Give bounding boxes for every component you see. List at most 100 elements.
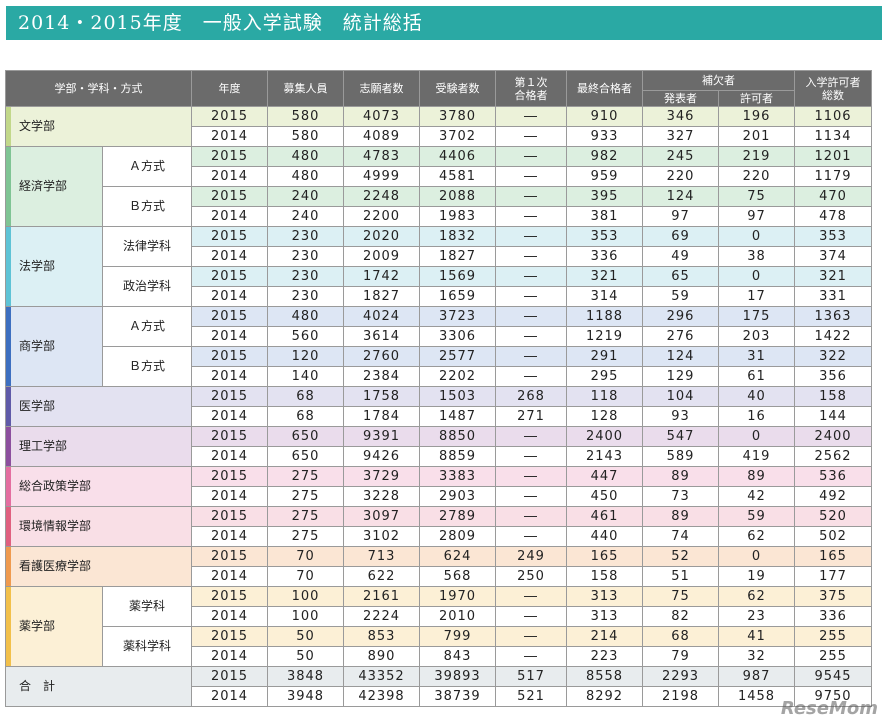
faculty-name: 合 計 bbox=[5, 666, 192, 707]
value-cell: 4783 bbox=[343, 146, 420, 167]
value-cell: ― bbox=[495, 346, 567, 367]
table-row: 文学部 2015 580 4073 3780 ― 910 346 196 1106 bbox=[5, 106, 872, 147]
value-cell: ― bbox=[495, 146, 567, 167]
year-cell: 2015 bbox=[191, 346, 268, 367]
year-cell: 2015 bbox=[191, 226, 268, 247]
value-cell: 580 bbox=[267, 126, 344, 147]
value-cell: 3780 bbox=[419, 106, 496, 127]
value-cell: 375 bbox=[794, 586, 872, 607]
value-cell: 321 bbox=[794, 266, 872, 287]
value-cell: 2384 bbox=[343, 366, 420, 387]
value-cell: 275 bbox=[267, 486, 344, 507]
faculty-label: 看護医療学部 bbox=[19, 559, 92, 573]
value-cell: 219 bbox=[718, 146, 795, 167]
value-cell: 461 bbox=[566, 506, 643, 527]
value-cell: 240 bbox=[267, 206, 344, 227]
faculty-color-stripe bbox=[6, 107, 11, 146]
value-cell: 97 bbox=[718, 206, 795, 227]
header-total-admitted: 入学許可者 総数 bbox=[794, 70, 872, 107]
value-cell: 3702 bbox=[419, 126, 496, 147]
value-cell: 59 bbox=[718, 506, 795, 527]
value-cell: 336 bbox=[794, 606, 872, 627]
table-row: 合 計 2015 3848 43352 39893 517 8558 2293 987 9545 bbox=[5, 666, 872, 707]
value-cell: 201 bbox=[718, 126, 795, 147]
year-cell: 2014 bbox=[191, 406, 268, 427]
value-cell: 713 bbox=[343, 546, 420, 567]
value-cell: 3948 bbox=[267, 686, 344, 707]
value-cell: 9426 bbox=[343, 446, 420, 467]
year-cell: 2014 bbox=[191, 206, 268, 227]
value-cell: 2200 bbox=[343, 206, 420, 227]
value-cell: 62 bbox=[718, 526, 795, 547]
value-cell: 175 bbox=[718, 306, 795, 327]
value-cell: 3097 bbox=[343, 506, 420, 527]
value-cell: 313 bbox=[566, 586, 643, 607]
table-row: 2014 100 2224 2010 ― 313 82 23 336 bbox=[6, 606, 872, 627]
value-cell: 1983 bbox=[419, 206, 496, 227]
value-cell: 203 bbox=[718, 326, 795, 347]
faculty-color-stripe bbox=[6, 547, 11, 586]
value-cell: ― bbox=[495, 446, 567, 467]
value-cell: 2293 bbox=[642, 666, 719, 687]
value-cell: 0 bbox=[718, 226, 795, 247]
value-cell: 118 bbox=[566, 386, 643, 407]
value-cell: 3306 bbox=[419, 326, 496, 347]
value-cell: 1827 bbox=[419, 246, 496, 267]
value-cell: 100 bbox=[267, 606, 344, 627]
value-cell: 214 bbox=[566, 626, 643, 647]
table-row: 薬学部 薬学科 2015 100 2161 1970 ― 313 75 62 375 bbox=[5, 586, 872, 667]
table-row: 総合政策学部 2015 275 3729 3383 ― 447 89 89 536 bbox=[5, 466, 872, 507]
year-cell: 2014 bbox=[191, 686, 268, 707]
faculty-name: 医学部 bbox=[5, 386, 192, 427]
value-cell: ― bbox=[495, 266, 567, 287]
table-row: 2014 240 2200 1983 ― 381 97 97 478 bbox=[6, 206, 872, 227]
faculty-label: 総合政策学部 bbox=[19, 479, 92, 493]
value-cell: ― bbox=[495, 206, 567, 227]
value-cell: 9391 bbox=[343, 426, 420, 447]
faculty-color-stripe bbox=[6, 387, 11, 426]
value-cell: 346 bbox=[642, 106, 719, 127]
faculty-label: 文学部 bbox=[19, 119, 56, 133]
header-applicants: 志願者数 bbox=[343, 70, 420, 107]
value-cell: 2198 bbox=[642, 686, 719, 707]
year-cell: 2014 bbox=[191, 326, 268, 347]
value-cell: 177 bbox=[794, 566, 872, 587]
year-cell: 2015 bbox=[191, 426, 268, 447]
header-waitlist-announced: 発表者 bbox=[642, 90, 719, 107]
value-cell: 1970 bbox=[419, 586, 496, 607]
value-cell: 1188 bbox=[566, 306, 643, 327]
table-row: 理工学部 2015 650 9391 8850 ― 2400 547 0 2400 bbox=[5, 426, 872, 467]
value-cell: 374 bbox=[794, 246, 872, 267]
table-row: 商学部 Ａ方式 2015 480 4024 3723 ― 1188 296 175 1363 bbox=[5, 306, 872, 387]
value-cell: 440 bbox=[566, 526, 643, 547]
faculty-label: 法学部 bbox=[19, 259, 56, 273]
faculty-name: 環境情報学部 bbox=[5, 506, 192, 547]
value-cell: 128 bbox=[566, 406, 643, 427]
value-cell: 959 bbox=[566, 166, 643, 187]
value-cell: 336 bbox=[566, 246, 643, 267]
value-cell: 165 bbox=[566, 546, 643, 567]
value-cell: 1487 bbox=[419, 406, 496, 427]
table-row: 2014 230 2009 1827 ― 336 49 38 374 bbox=[6, 246, 872, 267]
value-cell: 447 bbox=[566, 466, 643, 487]
faculty-label: 環境情報学部 bbox=[19, 519, 92, 533]
value-cell: 19 bbox=[718, 566, 795, 587]
table-row: 環境情報学部 2015 275 3097 2789 ― 461 89 59 520 bbox=[5, 506, 872, 547]
value-cell: 1784 bbox=[343, 406, 420, 427]
value-cell: 196 bbox=[718, 106, 795, 127]
faculty-name: 看護医療学部 bbox=[5, 546, 192, 587]
value-cell: 73 bbox=[642, 486, 719, 507]
value-cell: ― bbox=[495, 426, 567, 447]
value-cell: 42398 bbox=[343, 686, 420, 707]
value-cell: 38739 bbox=[419, 686, 496, 707]
value-cell: 1827 bbox=[343, 286, 420, 307]
value-cell: 68 bbox=[267, 406, 344, 427]
value-cell: ― bbox=[495, 606, 567, 627]
faculty-label: 理工学部 bbox=[19, 439, 68, 453]
value-cell: 450 bbox=[566, 486, 643, 507]
table-row: 2014 70 622 568 250 158 51 19 177 bbox=[6, 566, 872, 587]
value-cell: 1569 bbox=[419, 266, 496, 287]
value-cell: 31 bbox=[718, 346, 795, 367]
year-cell: 2014 bbox=[191, 486, 268, 507]
header-final-pass: 最終合格者 bbox=[566, 70, 643, 107]
